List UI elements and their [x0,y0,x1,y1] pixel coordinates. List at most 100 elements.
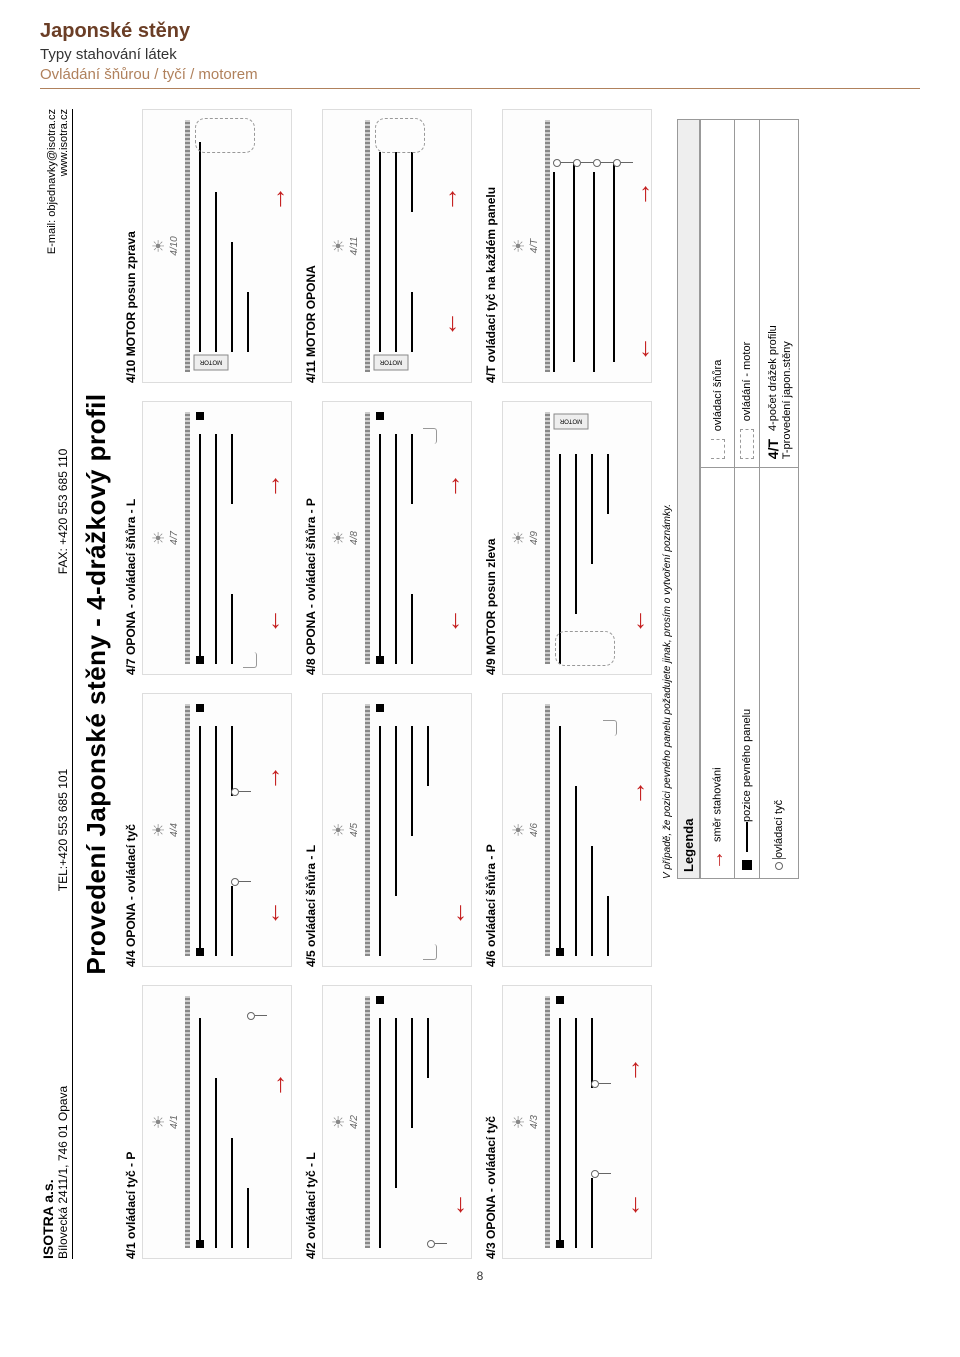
fixed-marker [196,412,204,420]
top-rail [545,704,550,956]
panel-line [411,152,413,212]
diagram-cell: 4/8 OPONA - ovládací šňůra - P ☀4/8←→ [304,401,472,675]
diagram: ☀4/5← [322,693,472,967]
diagram: ☀4/10MOTOR→ [142,109,292,383]
doc-title: Provedení Japonské stěny - 4-drážkový pr… [81,109,112,1259]
direction-arrow: ← [443,900,469,926]
diagram-code: 4/10 [169,236,180,255]
cord-hook [423,428,437,444]
panel-line [395,544,397,664]
diagram-cell: 4/4 OPONA - ovládací tyč☀4/4←→ [124,693,292,967]
cell-label: 4/5 ovládací šňůra - L [304,693,318,967]
sun-icon: ☀ [329,531,349,545]
panel-line [573,162,575,362]
direction-arrow: ← [623,608,649,634]
panel-line [411,434,413,504]
panel-line [411,594,413,664]
control-line: Ovládání šňůrou / tyčí / motorem [40,66,920,89]
cell-label: 4/T ovládací tyč na každém panelu [484,109,498,383]
panel-line [379,434,381,664]
legend-text: ovládací tyč [773,800,785,858]
direction-arrow: ← [258,608,284,634]
diagram-cell: 4/3 OPONA - ovládací tyč ☀4/3←→ [484,985,652,1259]
panel-line [231,434,233,504]
direction-arrow: → [435,186,461,212]
legend-cell: pozice pevného panelu [735,468,760,879]
legend-title: Legenda [677,119,700,879]
panel-line [395,434,397,554]
sun-icon: ☀ [509,1115,529,1129]
rod-marker [591,1170,599,1178]
sun-icon: ☀ [149,531,169,545]
rod-marker [231,878,239,886]
end-panel [555,631,615,666]
cell-label: 4/11 MOTOR OPONA [304,109,318,383]
panel-line [199,434,201,664]
panel-line [593,172,595,372]
diagram-code: 4/3 [529,1115,540,1129]
cell-label: 4/3 OPONA - ovládací tyč [484,985,498,1259]
rod-marker [613,159,621,167]
panel-line [395,252,397,352]
diagram-cell: 4/9 MOTOR posun zleva☀4/9MOTOR← [484,401,652,675]
panel-line [199,142,201,352]
sun-icon: ☀ [329,1115,349,1129]
panel-line [395,1018,397,1188]
panel-line [247,292,249,352]
cell-label: 4/8 OPONA - ovládací šňůra - P [304,401,318,675]
direction-arrow: → [438,473,464,499]
legend-cell: ovládací šňůra [701,120,735,468]
fixed-marker [196,704,204,712]
sun-icon: ☀ [149,1115,169,1129]
motor-box: MOTOR [554,414,589,430]
panel-line [395,152,397,252]
diagram: ☀4/4←→ [142,693,292,967]
diagram-cell: 4/10 MOTOR posun zprava ☀4/10MOTOR→ [124,109,292,383]
rod-line [621,162,633,163]
cell-label: 4/9 MOTOR posun zleva [484,401,498,675]
direction-arrow: → [623,780,649,806]
diagram-code: 4/8 [349,531,360,545]
rod-line [255,1015,267,1016]
panel-line [591,1018,593,1088]
sun-icon: ☀ [149,823,169,837]
panel-line [231,1138,233,1248]
rod-marker [247,1012,255,1020]
legend-cell: →směr stahováni [701,468,735,879]
fixed-marker [556,948,564,956]
sun-icon: ☀ [509,823,529,837]
header-rule [72,109,73,1259]
rod-marker [573,159,581,167]
top-rail [185,704,190,956]
panel-line [591,1178,593,1248]
direction-arrow: → [263,186,289,212]
rod-line [239,791,251,792]
panel-line [559,726,561,956]
diagram-cell: 4/T ovládací tyč na každém panelu☀4/T←→ [484,109,652,383]
diagram: ☀4/8←→ [322,401,472,675]
diagram: ☀4/11MOTOR←→ [322,109,472,383]
note: V případě, že pozici pevného panelu poža… [662,109,673,879]
fax: FAX: +420 553 685 110 [56,449,70,575]
legend-cell: 4/T4-počet drážek profilu T-provedení ja… [760,120,799,468]
direction-arrow: → [628,181,654,207]
rod-line [435,1243,447,1244]
legend-text: ovládací šňůra [711,360,723,432]
direction-arrow: → [258,765,284,791]
cell-label: 4/10 MOTOR posun zprava [124,109,138,383]
top-rail [365,704,370,956]
legend: Legenda →směr stahováni ovládací šňůra poz… [677,109,799,1259]
panel-line [575,1018,577,1138]
rod-line [599,1083,611,1084]
top-rail [365,996,370,1248]
panel-line [247,1188,249,1248]
panel-line [591,454,593,564]
rod-line [581,162,593,163]
fixed-marker [196,656,204,664]
diagram: ☀4/3←→ [502,985,652,1259]
diagram-cell: 4/11 MOTOR OPONA ☀4/11MOTOR←→ [304,109,472,383]
fixed-marker [376,704,384,712]
diagram: ☀4/2← [322,985,472,1259]
rod-line [239,881,251,882]
diagram: ☀4/1→ [142,985,292,1259]
